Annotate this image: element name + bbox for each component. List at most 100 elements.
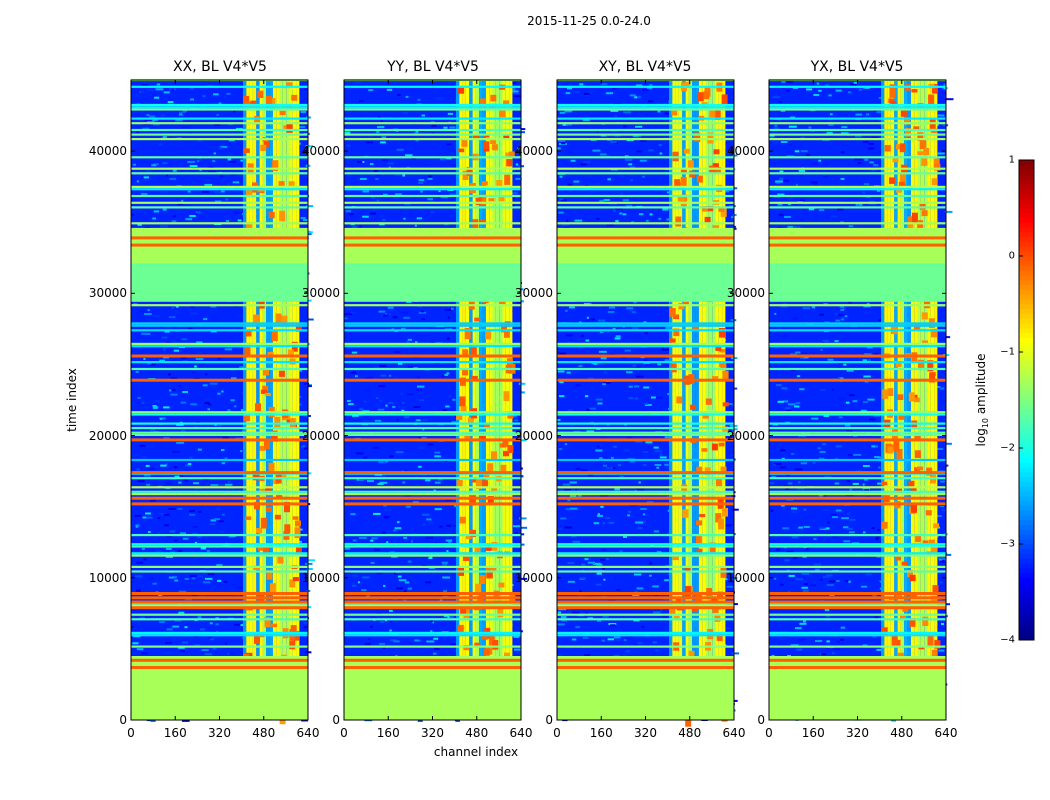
- heatmap-cell: [376, 174, 380, 177]
- heatmap-cell: [182, 126, 188, 129]
- colorbar-segment: [1019, 160, 1034, 166]
- heatmap-cell: [579, 83, 584, 86]
- colorbar-segment: [1019, 352, 1034, 358]
- heatmap-cell: [769, 340, 774, 343]
- rfi-hotspot: [460, 406, 467, 413]
- strong-rfi-row: [557, 592, 734, 595]
- strong-rfi-row: [769, 378, 946, 382]
- heatmap-cell: [791, 507, 798, 510]
- rfi-hotspot: [479, 434, 485, 442]
- rfi-hotspot: [483, 472, 490, 480]
- heatmap-cell: [575, 467, 581, 470]
- colorbar-segment: [1019, 380, 1034, 386]
- rfi-time-row: [131, 477, 308, 480]
- rfi-time-row: [131, 411, 308, 414]
- heatmap-cell: [389, 609, 393, 612]
- heatmap-cell: [209, 638, 215, 641]
- heatmap-cell: [514, 648, 522, 651]
- heatmap-cell: [785, 89, 790, 92]
- rfi-hotspot: [254, 116, 261, 125]
- rfi-channel-stripe: [472, 80, 476, 720]
- rfi-hotspot: [917, 151, 924, 156]
- heatmap-cell: [141, 652, 148, 655]
- heatmap-cell: [148, 531, 151, 533]
- rfi-hotspot: [295, 520, 301, 527]
- heatmap-cell: [407, 365, 414, 368]
- heatmap-cell: [433, 637, 439, 640]
- heatmap-cell: [626, 307, 634, 310]
- colorbar-segment: [1019, 467, 1034, 473]
- heatmap-cell: [377, 126, 385, 129]
- colorbar-tick-label: −2: [1000, 442, 1015, 454]
- heatmap-cell: [611, 337, 617, 340]
- rfi-hotspot: [672, 556, 679, 561]
- heatmap-cell: [634, 590, 639, 593]
- heatmap-cell: [441, 561, 448, 564]
- rfi-hotspot: [503, 450, 509, 457]
- heatmap-cell: [878, 319, 882, 322]
- heatmap-cell: [653, 446, 659, 449]
- heatmap-cell: [208, 636, 212, 639]
- rfi-time-row: [769, 299, 946, 302]
- heatmap-cell: [303, 622, 308, 625]
- heatmap-cell: [838, 377, 844, 380]
- rfi-time-row: [131, 413, 308, 416]
- rfi-hotspot: [280, 473, 287, 478]
- heatmap-cell: [519, 577, 528, 580]
- heatmap-cell: [642, 520, 646, 523]
- colorbar-segment: [1019, 616, 1034, 622]
- rfi-time-row: [557, 85, 734, 88]
- heatmap-cell: [775, 548, 781, 551]
- heatmap-cell: [306, 590, 311, 592]
- rfi-time-row: [557, 324, 734, 327]
- heatmap-cell: [222, 513, 225, 516]
- heatmap-cell: [430, 211, 435, 214]
- strong-rfi-row: [769, 236, 946, 240]
- heatmap-cell: [812, 461, 816, 464]
- x-tick-label: 640: [509, 726, 533, 740]
- heatmap-cell: [847, 512, 851, 515]
- heatmap-cell: [135, 525, 139, 528]
- heatmap-cell: [852, 482, 859, 485]
- heatmap-cell: [831, 215, 838, 218]
- rfi-hotspot: [702, 206, 708, 212]
- heatmap-cell: [442, 576, 450, 579]
- heatmap-cell: [557, 623, 565, 626]
- heatmap-cell: [227, 652, 230, 655]
- heatmap-cell: [178, 385, 182, 387]
- rfi-hotspot: [488, 198, 495, 202]
- heatmap-cell: [214, 518, 220, 521]
- heatmap-cell: [815, 568, 820, 571]
- rfi-time-row: [557, 493, 734, 496]
- heatmap-cell: [382, 531, 386, 534]
- heatmap-cell: [666, 467, 670, 470]
- heatmap-cell: [237, 219, 242, 222]
- heatmap-cell: [567, 341, 575, 344]
- heatmap-cell: [619, 550, 623, 553]
- heatmap-cell: [836, 580, 840, 582]
- heatmap-cell: [144, 119, 153, 122]
- heatmap-cell: [638, 481, 641, 484]
- strong-rfi-row: [557, 658, 734, 662]
- rfi-time-row: [131, 486, 308, 489]
- heatmap-cell: [568, 585, 573, 588]
- rfi-hotspot: [462, 349, 469, 355]
- heatmap-cell: [150, 429, 156, 432]
- rfi-channel-stripe: [495, 80, 500, 720]
- rfi-time-row: [557, 138, 734, 141]
- heatmap-cell: [362, 576, 370, 579]
- heatmap-cell: [380, 621, 385, 624]
- heatmap-cell: [732, 699, 738, 702]
- heatmap-cell: [209, 622, 213, 625]
- rfi-hotspot: [714, 109, 721, 120]
- rfi-hotspot: [670, 363, 677, 373]
- rfi-time-row: [344, 545, 521, 548]
- heatmap-cell: [233, 211, 240, 214]
- heatmap-cell: [585, 339, 590, 342]
- heatmap-cell: [849, 488, 853, 491]
- heatmap-cell: [794, 405, 800, 408]
- heatmap-cell: [171, 306, 175, 309]
- heatmap-cell: [178, 481, 182, 484]
- heatmap-cell: [643, 451, 649, 453]
- heatmap-cell: [152, 405, 157, 407]
